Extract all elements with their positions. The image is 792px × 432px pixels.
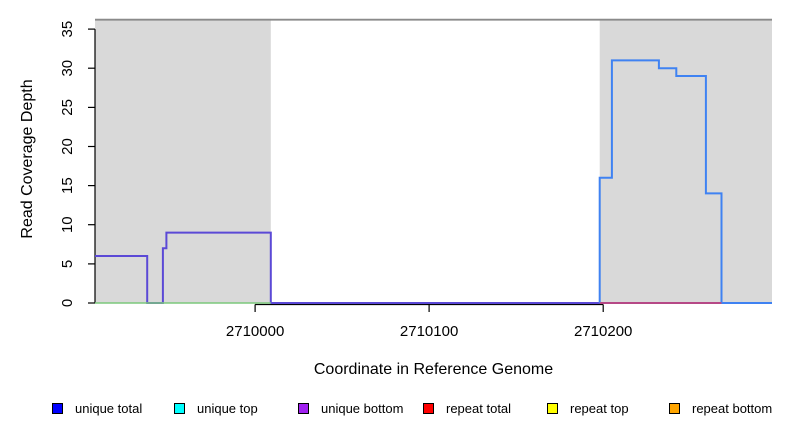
x-tick-label: 2710200 — [574, 323, 632, 340]
legend-swatch-icon — [669, 402, 680, 414]
y-tick-label: 25 — [59, 99, 76, 116]
legend-label: repeat bottom — [692, 400, 773, 416]
legend-item-repeat-total: repeat total — [423, 397, 511, 419]
x-axis-title: Coordinate in Reference Genome — [313, 361, 554, 378]
legend-item-unique-total: unique total — [52, 397, 142, 419]
repeat-region-shading — [599, 18, 772, 304]
x-tick-label: 2710100 — [400, 323, 458, 340]
y-tick-label: 5 — [59, 260, 76, 268]
legend-swatch-icon — [174, 402, 185, 414]
coverage-plot: 0 5 10 15 20 25 30 35 2710000 2710100 2710200 — [59, 18, 772, 340]
legend-item-repeat-top: repeat top — [547, 397, 629, 419]
legend-label: repeat total — [446, 400, 512, 416]
coverage-step-line — [598, 59, 772, 304]
legend-swatch-icon — [423, 402, 434, 414]
y-tick-label: 20 — [59, 138, 76, 155]
legend-swatch-icon — [547, 402, 558, 414]
legend-label: unique total — [75, 400, 143, 416]
y-axis-title: Read Coverage Depth — [19, 79, 36, 239]
legend-label: unique bottom — [321, 400, 404, 416]
legend-label: repeat top — [570, 400, 629, 416]
y-tick-label: 30 — [59, 60, 76, 77]
y-tick-label: 0 — [59, 299, 76, 307]
y-tick-label: 15 — [59, 177, 76, 194]
legend-swatch-icon — [298, 402, 309, 414]
legend-item-repeat-bottom: repeat bottom — [669, 397, 772, 419]
x-tick-label: 2710000 — [226, 323, 284, 340]
legend-label: unique top — [197, 400, 258, 416]
coverage-step-line — [95, 231, 772, 304]
legend-item-unique-bottom: unique bottom — [298, 397, 403, 419]
y-tick-label: 10 — [59, 216, 76, 233]
y-tick-label: 35 — [59, 21, 76, 38]
repeat-region-shading — [95, 18, 271, 304]
legend-item-unique-top: unique top — [174, 397, 258, 419]
legend: unique total unique top unique bottom repea… — [0, 397, 792, 421]
legend-swatch-icon — [52, 402, 63, 414]
